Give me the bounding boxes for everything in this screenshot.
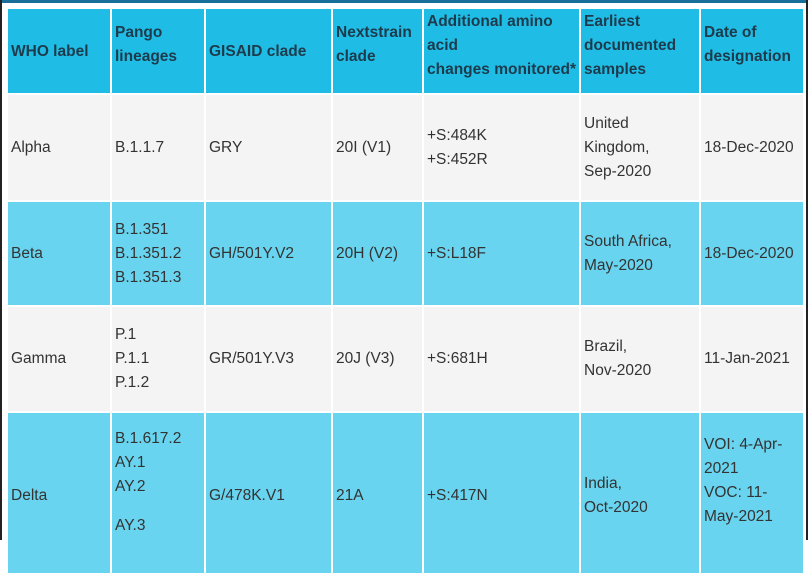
- page-right-border: [806, 0, 808, 540]
- header-line: lineages: [115, 48, 178, 65]
- cell-line: P.1.2: [115, 374, 150, 391]
- cell-amino: +S:417N: [422, 411, 581, 575]
- cell-line: B.1.617.2: [115, 430, 182, 447]
- cell-line: 18-Dec-2020: [704, 244, 794, 262]
- cell-nextstrain: 20H (V2): [331, 200, 424, 307]
- cell-line: South Africa,: [584, 232, 672, 250]
- cell-pango: B.1.617.2 AY.1 AY.2 AY.3: [110, 411, 206, 575]
- cell-pango: B.1.1.7: [110, 93, 206, 202]
- table-row-alpha: Alpha B.1.1.7 GRY 20I (V1) +S:484K +S:45…: [6, 93, 805, 202]
- cell-line: 2021: [704, 460, 739, 477]
- cell-amino: +S:681H: [422, 305, 581, 413]
- page-left-border: [0, 0, 2, 540]
- header-line: Date of: [704, 24, 757, 41]
- header-line: Additional amino: [427, 13, 553, 30]
- header-line: samples: [584, 61, 647, 78]
- cell-who-label: Alpha: [6, 93, 112, 202]
- cell-earliest: South Africa, May-2020: [579, 200, 701, 307]
- cell-line: Brazil,: [584, 338, 628, 355]
- cell-line: +S:681H: [427, 350, 488, 367]
- cell-line: B.1.351.3: [115, 268, 182, 286]
- header-nextstrain-clade: Nextstrain clade: [331, 7, 424, 95]
- cell-pango: B.1.351 B.1.351.2 B.1.351.3: [110, 200, 206, 307]
- header-gisaid-clade: GISAID clade: [204, 7, 333, 95]
- cell-pango: P.1 P.1.1 P.1.2: [110, 305, 206, 413]
- cell-line: AY.3: [115, 517, 146, 534]
- cell-line: May-2021: [704, 508, 773, 525]
- cell-line: B.1.1.7: [115, 138, 165, 156]
- cell-date: VOI: 4-Apr- 2021 VOC: 11- May-2021: [699, 411, 805, 575]
- cell-earliest: India, Oct-2020: [579, 411, 701, 575]
- table-row-gamma: Gamma P.1 P.1.1 P.1.2 GR/501Y.V3 20J (V3…: [6, 305, 805, 413]
- cell-gisaid: GH/501Y.V2: [204, 200, 333, 307]
- header-line: documented: [584, 37, 677, 54]
- cell-line: B.1.351.2: [115, 244, 182, 262]
- cell-line: +S:452R: [427, 150, 488, 168]
- cell-line: +S:417N: [427, 487, 488, 504]
- cell-line: Kingdom,: [584, 138, 650, 156]
- cell-who-label: Gamma: [6, 305, 112, 413]
- cell-line: B.1.351: [115, 220, 169, 238]
- header-who-label: WHO label: [6, 7, 112, 95]
- header-line: Earliest: [584, 13, 641, 30]
- cell-who-label: Delta: [6, 411, 112, 575]
- cell-amino: +S:L18F: [422, 200, 581, 307]
- table-header-row: WHO label Pango lineages GISAID clade Ne…: [6, 7, 805, 95]
- page-top-border: [0, 0, 808, 3]
- cell-line: 18-Dec-2020: [704, 138, 794, 156]
- cell-line: P.1: [115, 326, 137, 343]
- header-line: Pango: [115, 24, 163, 41]
- cell-nextstrain: 20J (V3): [331, 305, 424, 413]
- table-row-beta: Beta B.1.351 B.1.351.2 B.1.351.3 GH/501Y…: [6, 200, 805, 307]
- cell-gisaid: GRY: [204, 93, 333, 202]
- cell-date: 18-Dec-2020: [699, 93, 805, 202]
- header-line: clade: [336, 48, 376, 65]
- cell-line: Nov-2020: [584, 362, 652, 379]
- variants-table: WHO label Pango lineages GISAID clade Ne…: [6, 7, 805, 575]
- cell-line: United: [584, 114, 629, 132]
- table-row-delta: Delta B.1.617.2 AY.1 AY.2 AY.3 G/478K.V1…: [6, 411, 805, 575]
- cell-line: India,: [584, 475, 622, 492]
- cell-who-label: Beta: [6, 200, 112, 307]
- header-line: Nextstrain: [336, 24, 412, 41]
- header-earliest-samples: Earliest documented samples: [579, 7, 701, 95]
- cell-nextstrain: 21A: [331, 411, 424, 575]
- cell-gisaid: GR/501Y.V3: [204, 305, 333, 413]
- header-pango-lineages: Pango lineages: [110, 7, 206, 95]
- cell-amino: +S:484K +S:452R: [422, 93, 581, 202]
- cell-gisaid: G/478K.V1: [204, 411, 333, 575]
- cell-line: +S:L18F: [427, 244, 487, 262]
- cell-line: Sep-2020: [584, 162, 652, 180]
- cell-line: P.1.1: [115, 350, 150, 367]
- cell-date: 18-Dec-2020: [699, 200, 805, 307]
- cell-line: +S:484K: [427, 126, 487, 144]
- cell-line: VOC: 11-: [704, 484, 768, 501]
- cell-date: 11-Jan-2021: [699, 305, 805, 413]
- cell-line: 11-Jan-2021: [704, 350, 790, 367]
- cell-line: Oct-2020: [584, 499, 648, 516]
- header-line: designation: [704, 48, 791, 65]
- header-amino-acid-changes: Additional amino acid changes monitored*: [422, 7, 581, 95]
- cell-line: VOI: 4-Apr-: [704, 436, 783, 453]
- cell-line: May-2020: [584, 256, 653, 274]
- cell-line: AY.1: [115, 454, 146, 471]
- header-date-of-designation: Date of designation: [699, 7, 805, 95]
- cell-earliest: Brazil, Nov-2020: [579, 305, 701, 413]
- header-line: acid: [427, 37, 459, 54]
- cell-line: AY.2: [115, 478, 146, 495]
- cell-nextstrain: 20I (V1): [331, 93, 424, 202]
- header-line: changes monitored*: [427, 61, 576, 78]
- cell-earliest: United Kingdom, Sep-2020: [579, 93, 701, 202]
